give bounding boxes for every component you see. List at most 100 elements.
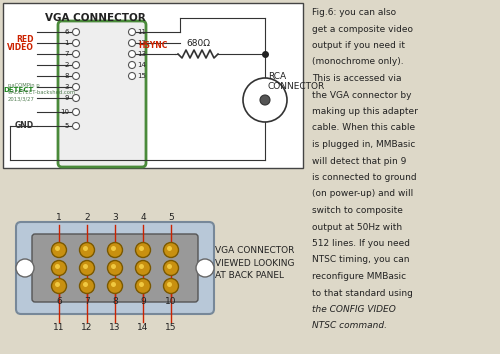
Text: GND: GND (15, 121, 34, 131)
Circle shape (128, 29, 136, 35)
Bar (3, 3, 303, 168)
Circle shape (167, 246, 172, 251)
Text: 14: 14 (137, 62, 146, 68)
Text: 3: 3 (112, 213, 118, 223)
Text: 2: 2 (84, 213, 90, 223)
Text: reconfigure MMBasic: reconfigure MMBasic (312, 272, 406, 281)
Text: 15: 15 (137, 73, 146, 79)
Text: This is accessed via: This is accessed via (312, 74, 402, 83)
Circle shape (55, 282, 60, 287)
Text: 12: 12 (82, 324, 92, 332)
Text: 7: 7 (84, 297, 90, 307)
Circle shape (139, 282, 144, 287)
Circle shape (128, 40, 136, 46)
Text: 8: 8 (112, 297, 118, 307)
Text: 10: 10 (60, 109, 69, 115)
Text: 10: 10 (165, 297, 177, 307)
Text: 2013/3/27: 2013/3/27 (8, 97, 35, 102)
Circle shape (72, 51, 80, 57)
Text: 9: 9 (64, 95, 69, 101)
Circle shape (72, 108, 80, 115)
Text: 6: 6 (64, 29, 69, 35)
Text: switch to composite: switch to composite (312, 206, 403, 215)
Circle shape (80, 261, 94, 275)
Text: 11: 11 (137, 29, 146, 35)
Circle shape (80, 279, 94, 293)
Text: VGA CONNECTOR
VIEWED LOOKING
AT BACK PANEL: VGA CONNECTOR VIEWED LOOKING AT BACK PAN… (215, 246, 294, 280)
Circle shape (136, 279, 150, 293)
Circle shape (167, 264, 172, 269)
Circle shape (111, 264, 116, 269)
Text: RED: RED (16, 34, 34, 44)
Circle shape (243, 78, 287, 122)
Text: cable. When this cable: cable. When this cable (312, 124, 415, 132)
Circle shape (52, 261, 66, 275)
Text: 6: 6 (56, 297, 62, 307)
Text: 14: 14 (138, 324, 148, 332)
Circle shape (72, 84, 80, 91)
Text: (on power-up) and will: (on power-up) and will (312, 189, 413, 199)
Circle shape (80, 242, 94, 257)
Text: wADETECT-backshed.com: wADETECT-backshed.com (8, 90, 76, 95)
Text: 3: 3 (64, 84, 69, 90)
Text: VGA CONNECTOR: VGA CONNECTOR (44, 13, 146, 23)
Circle shape (72, 95, 80, 102)
Text: to that standard using: to that standard using (312, 289, 413, 297)
Text: get a composite video: get a composite video (312, 24, 413, 34)
Circle shape (55, 264, 60, 269)
Circle shape (164, 242, 178, 257)
Text: 13: 13 (137, 51, 146, 57)
Text: 7: 7 (64, 51, 69, 57)
Text: 15: 15 (165, 324, 177, 332)
Circle shape (260, 95, 270, 105)
Circle shape (52, 242, 66, 257)
Text: 8: 8 (64, 73, 69, 79)
Circle shape (72, 73, 80, 80)
Circle shape (167, 282, 172, 287)
FancyBboxPatch shape (16, 222, 214, 314)
Text: DETECT: DETECT (4, 87, 34, 93)
Text: 680Ω: 680Ω (186, 39, 210, 48)
Circle shape (128, 73, 136, 80)
FancyBboxPatch shape (32, 234, 198, 302)
Circle shape (52, 279, 66, 293)
Circle shape (72, 62, 80, 69)
Text: output at 50Hz with: output at 50Hz with (312, 223, 402, 232)
Text: NTSC command.: NTSC command. (312, 321, 387, 331)
Text: 12: 12 (137, 40, 146, 46)
Text: output if you need it: output if you need it (312, 41, 405, 50)
Text: 1: 1 (56, 213, 62, 223)
Circle shape (72, 122, 80, 130)
Text: the CONFIG VIDEO: the CONFIG VIDEO (312, 305, 396, 314)
Text: 2: 2 (64, 62, 69, 68)
Circle shape (55, 246, 60, 251)
Circle shape (108, 261, 122, 275)
Text: 9: 9 (140, 297, 146, 307)
Text: Fig.6: you can also: Fig.6: you can also (312, 8, 396, 17)
Text: making up this adapter: making up this adapter (312, 107, 418, 116)
FancyBboxPatch shape (58, 21, 146, 167)
Circle shape (83, 264, 88, 269)
Circle shape (72, 40, 80, 46)
Circle shape (111, 282, 116, 287)
Circle shape (16, 259, 34, 277)
Text: is connected to ground: is connected to ground (312, 173, 416, 182)
Circle shape (108, 279, 122, 293)
Text: the VGA connector by: the VGA connector by (312, 91, 412, 99)
Text: will detect that pin 9: will detect that pin 9 (312, 156, 406, 166)
Circle shape (164, 279, 178, 293)
Text: HSYNC: HSYNC (138, 41, 168, 50)
Text: (monochrome only).: (monochrome only). (312, 57, 404, 67)
Circle shape (136, 261, 150, 275)
Text: 5: 5 (168, 213, 174, 223)
Text: is plugged in, MMBasic: is plugged in, MMBasic (312, 140, 416, 149)
Text: 11: 11 (53, 324, 65, 332)
Circle shape (111, 246, 116, 251)
Circle shape (128, 51, 136, 57)
Text: 512 lines. If you need: 512 lines. If you need (312, 239, 410, 248)
Circle shape (139, 246, 144, 251)
Circle shape (139, 264, 144, 269)
Text: NTSC timing, you can: NTSC timing, you can (312, 256, 410, 264)
Circle shape (72, 29, 80, 35)
Circle shape (108, 242, 122, 257)
